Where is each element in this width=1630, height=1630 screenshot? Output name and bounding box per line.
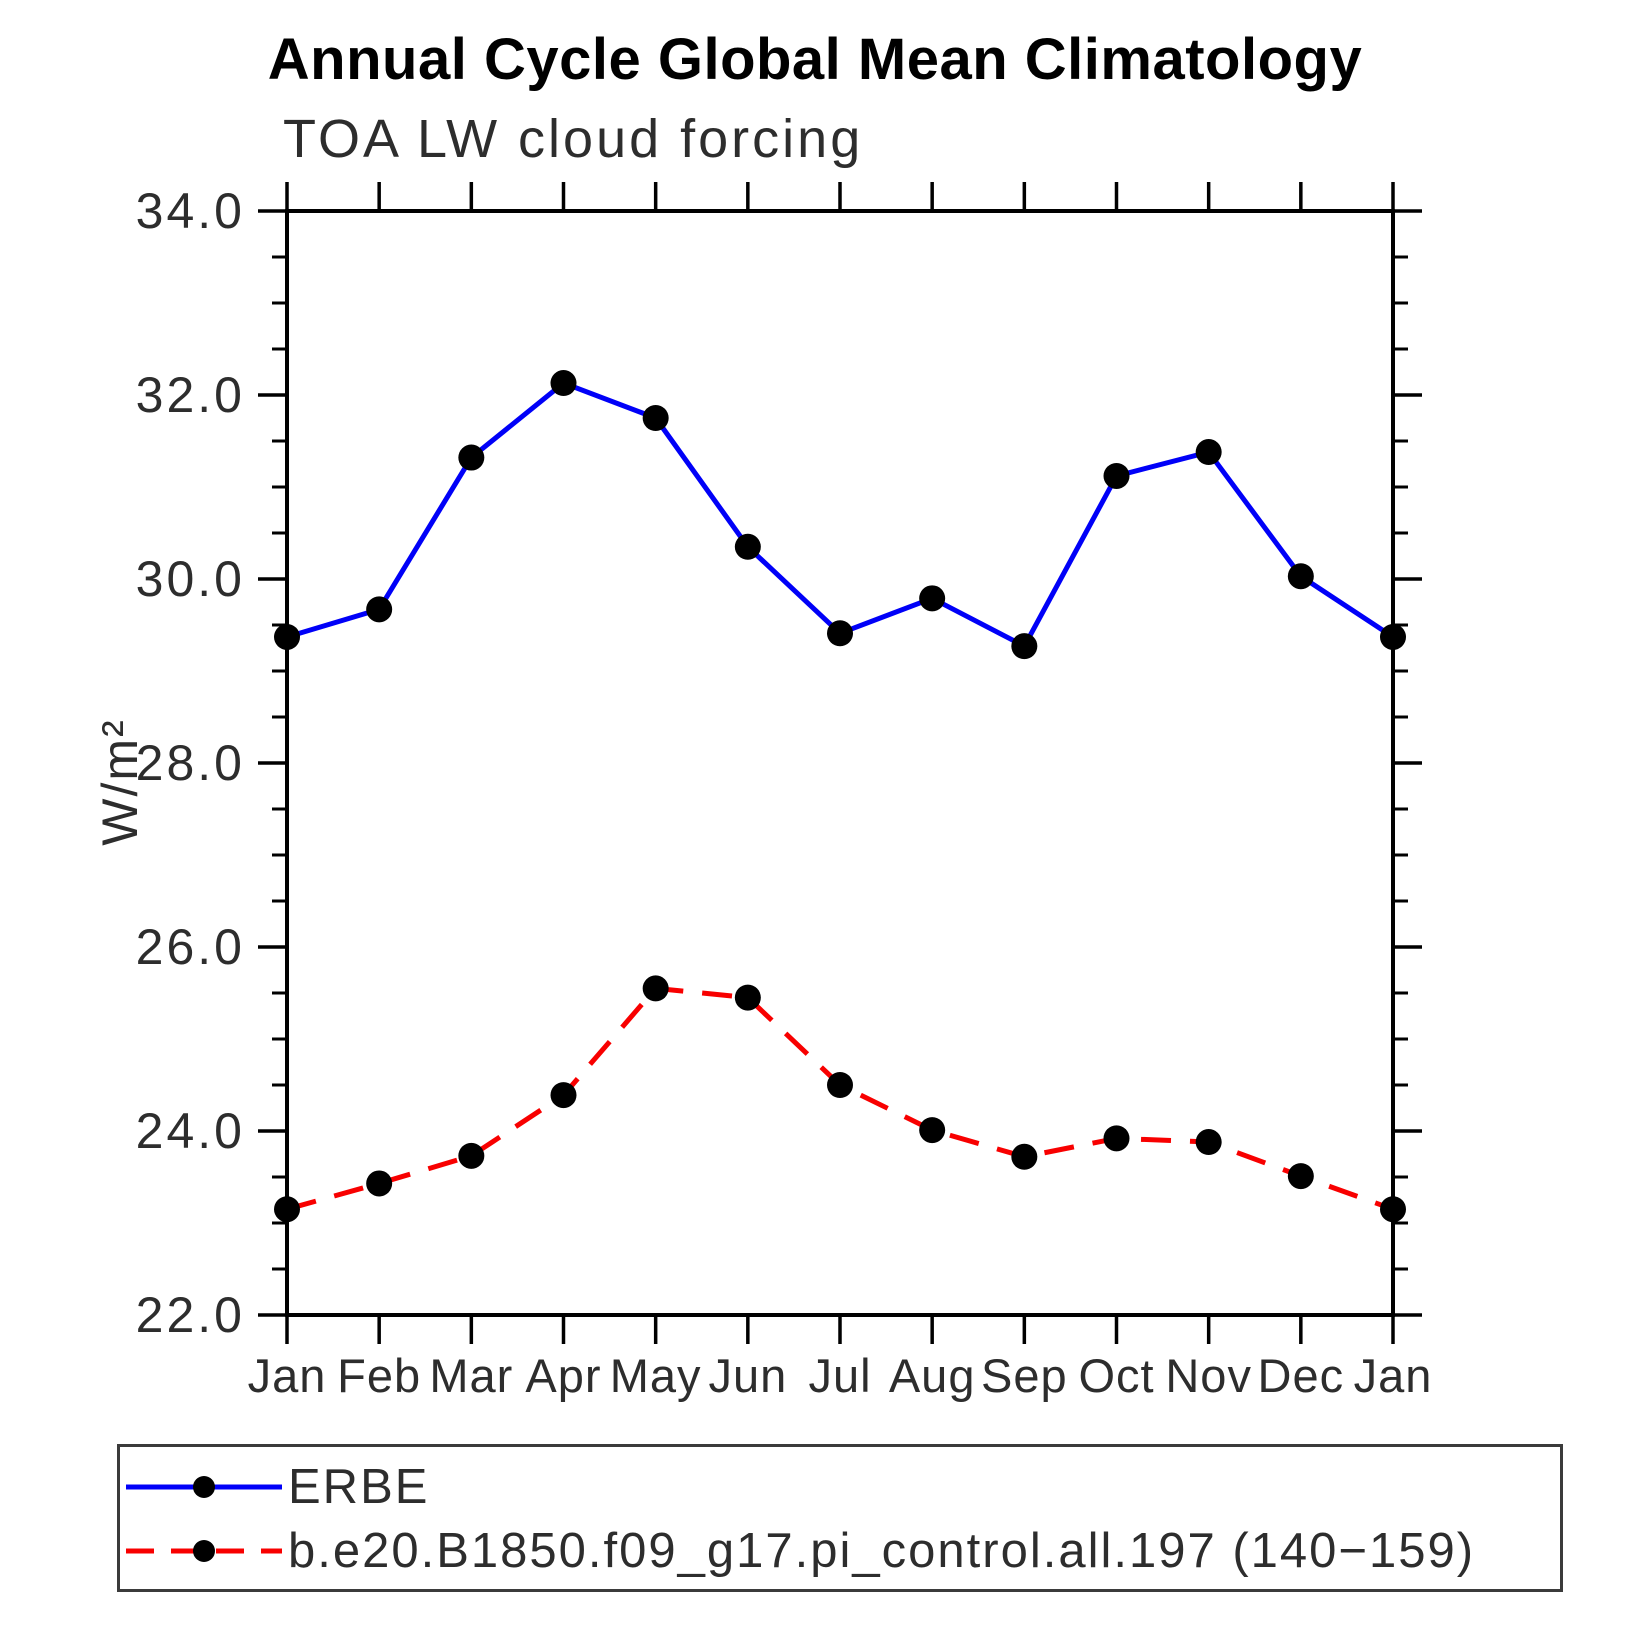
series-line-0 <box>286 380 1395 650</box>
data-point-s0 <box>827 620 853 647</box>
data-point-s1 <box>366 1170 393 1197</box>
data-point-s1 <box>919 1117 946 1144</box>
data-point-s1 <box>1287 1163 1314 1190</box>
y-tick-label: 32.0 <box>135 367 245 423</box>
legend-label-erbe: ERBE <box>288 1460 430 1514</box>
data-point-s1 <box>827 1072 853 1098</box>
data-point-s0 <box>458 444 485 471</box>
legend-label-model: b.e20.B1850.f09_g17.pi_control.all.197 (… <box>288 1524 1476 1578</box>
data-point-s0 <box>1103 462 1130 489</box>
data-point-s0 <box>274 623 300 650</box>
series-line-1 <box>286 985 1394 1212</box>
plot-frame <box>285 209 1395 1317</box>
x-tick-label: Jul <box>808 1349 872 1402</box>
data-point-s0 <box>366 596 393 623</box>
data-point-s1 <box>458 1142 485 1169</box>
y-tick-label: 22.0 <box>135 1287 245 1343</box>
legend-marker-dot <box>193 1476 215 1498</box>
legend-sample-model <box>126 1540 282 1562</box>
data-point-s1 <box>550 1082 577 1109</box>
x-tick-label: Sep <box>981 1349 1068 1402</box>
chart-subtitle: TOA LW cloud forcing <box>283 109 864 169</box>
data-point-s0 <box>1287 563 1314 590</box>
data-point-s1 <box>1380 1196 1406 1223</box>
x-tick-label: Feb <box>337 1349 422 1402</box>
x-tick-label: Mar <box>429 1349 514 1402</box>
y-tick-label: 28.0 <box>135 735 245 791</box>
data-point-s1 <box>274 1196 300 1223</box>
data-point-s1 <box>1195 1129 1222 1156</box>
legend-sample-erbe <box>126 1476 282 1498</box>
data-point-s0 <box>642 405 669 431</box>
legend: ERBE b.e20.B1850.f09_g17.pi_control.all.… <box>117 1444 1563 1592</box>
data-point-s0 <box>919 585 946 612</box>
legend-entry-erbe: ERBE <box>124 1459 429 1515</box>
data-point-s0 <box>734 533 761 560</box>
data-point-s0 <box>1380 623 1406 650</box>
y-tick-label: 26.0 <box>135 919 245 975</box>
data-point-s1 <box>734 984 761 1011</box>
y-tick-label: 34.0 <box>135 183 245 239</box>
x-tick-label: May <box>609 1349 702 1402</box>
data-point-s0 <box>1195 439 1222 466</box>
x-tick-label: Jan <box>1353 1349 1433 1402</box>
x-tick-label: Oct <box>1078 1349 1155 1402</box>
chart-title: Annual Cycle Global Mean Climatology <box>267 27 1363 92</box>
y-tick-label: 30.0 <box>135 551 245 607</box>
legend-marker-dot <box>193 1540 215 1562</box>
legend-entry-model: b.e20.B1850.f09_g17.pi_control.all.197 (… <box>124 1523 1475 1579</box>
x-tick-label: Jan <box>247 1349 327 1402</box>
data-point-s0 <box>1011 633 1038 660</box>
data-point-s1 <box>1011 1143 1038 1170</box>
data-point-s1 <box>1103 1125 1130 1152</box>
x-tick-label: Jun <box>708 1349 788 1402</box>
y-tick-label: 24.0 <box>135 1103 245 1159</box>
data-point-s0 <box>550 370 577 397</box>
x-tick-label: Aug <box>888 1349 976 1402</box>
x-tick-label: Nov <box>1165 1349 1252 1402</box>
x-tick-label: Apr <box>525 1349 602 1402</box>
data-point-s1 <box>642 975 669 1002</box>
x-tick-label: Dec <box>1257 1349 1345 1402</box>
